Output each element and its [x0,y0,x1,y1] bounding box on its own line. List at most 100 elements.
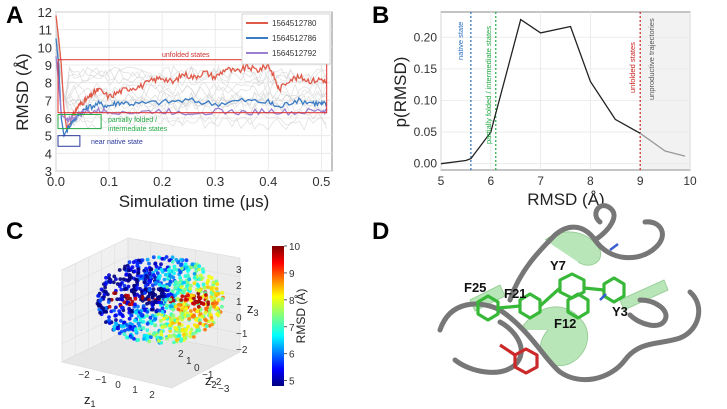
a-ytick-label: 5 [45,129,52,144]
latent-point [191,293,196,298]
region-box [57,113,102,130]
helix-right [619,279,669,311]
background-trajectory [55,36,327,109]
latent-point [154,268,159,273]
z3-tick-label: 0 [236,313,242,324]
latent-point [163,324,168,329]
a-xtick-label: 0.2 [153,174,171,189]
latent-point [175,338,179,342]
panel-b-xlabel: RMSD (Å) [527,190,604,209]
backbone-path-4 [592,203,617,243]
latent-point [151,273,156,278]
latent-point [143,291,147,295]
latent-point [135,286,140,290]
backbone-path-2 [452,319,524,375]
b-xtick-label: 10 [683,174,697,188]
latent-point [164,314,169,319]
latent-point [164,255,169,259]
latent-point [128,296,133,301]
latent-point [209,315,214,320]
latent-point [220,297,225,301]
latent-point [201,270,206,274]
latent-point [160,256,165,261]
latent-point [200,314,205,319]
latent-point [122,324,126,329]
latent-point [165,285,170,289]
latent-point [139,313,144,317]
latent-point [126,284,131,289]
latent-point [132,283,137,288]
latent-point [135,278,139,282]
latent-point [147,271,152,276]
latent-point [210,301,215,306]
latent-point [139,308,144,313]
colorbar-tick-label: 10 [289,242,301,253]
latent-point [103,289,108,294]
latent-point [124,335,129,340]
latent-point [115,282,120,286]
latent-point [138,286,142,291]
latent-point [155,335,160,340]
latent-point [212,304,217,309]
latent-point [180,266,184,271]
latent-point [157,308,162,313]
latent-point [216,298,221,302]
latent-point [166,293,171,298]
axis-label-z3: z3 [247,301,259,318]
latent-point [174,327,179,332]
latent-point [189,265,194,270]
latent-point [190,314,195,319]
latent-point [133,296,138,301]
latent-point [133,318,137,323]
latent-point [186,324,191,329]
latent-point [127,277,132,281]
latent-point [159,330,164,334]
latent-point [147,292,152,297]
background-trajectory [55,59,327,116]
latent-point [177,315,182,320]
latent-point [220,304,224,309]
latent-point [201,301,206,306]
latent-point [122,267,127,271]
axis-label-z2-sub: 2 [212,380,217,390]
latent-point [200,267,205,271]
latent-point [140,258,145,263]
pane-grid-h [61,256,129,289]
latent-point [143,297,148,302]
background-trajectory [55,32,327,119]
z2-tick-label: −1 [202,370,214,381]
latent-point [186,293,191,298]
z2-tick-label: −3 [218,384,230,395]
latent-point [179,278,183,283]
latent-point [114,305,118,310]
residue-label-f25: F25 [464,280,486,295]
latent-point [130,302,135,307]
sidechain-red-stem [499,343,516,357]
latent-point [186,273,190,277]
latent-point [204,318,208,323]
latent-point [158,288,163,293]
z3-tick-label: 1 [236,297,242,308]
z3-tick-label: 2 [236,281,242,292]
latent-point [119,293,124,298]
latent-point [103,309,108,314]
latent-point [189,298,193,303]
axis-label-z1-sub: 1 [91,399,96,409]
latent-point [171,275,176,280]
latent-point [108,279,113,284]
latent-point [171,298,176,303]
latent-point [101,306,106,311]
latent-point [179,263,183,268]
z2-tick-label: −2 [210,377,222,388]
latent-point [120,306,124,310]
b-ytick-label: 0.15 [414,62,438,76]
latent-point [151,332,156,336]
latent-point [127,273,132,278]
panel-b-ylabel: p(RMSD) [391,57,410,128]
latent-point [192,275,197,280]
axis-label-z2: z2 [205,373,217,390]
sidechain-linker [497,286,605,310]
sidechain-red [499,343,539,375]
